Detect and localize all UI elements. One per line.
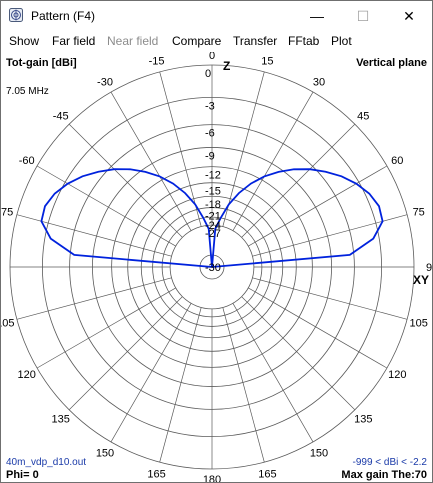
menu-far-field[interactable]: Far field <box>52 34 96 48</box>
angle-tick-label: 60 <box>391 155 403 167</box>
title-bar[interactable]: Pattern (F4) — ☐ ✕ <box>1 1 432 31</box>
grid-spoke <box>16 277 172 320</box>
grid-spoke <box>248 287 388 369</box>
ring-tick-label: -15 <box>205 186 221 198</box>
polar-grid <box>9 64 415 470</box>
pattern-lobe-right <box>211 168 384 268</box>
z-axis-label: Z <box>223 59 230 73</box>
pattern-layer <box>40 168 384 268</box>
menu-fftab[interactable]: FFtab <box>288 34 320 48</box>
angle-tick-label: 0 <box>209 52 215 62</box>
grid-spoke <box>36 165 176 247</box>
angle-tick-label: 105 <box>1 317 14 329</box>
grid-ring <box>169 224 255 310</box>
ring-tick-label: -30 <box>205 262 221 274</box>
filename-label: 40m_vdp_d10.out <box>6 457 86 468</box>
max-gain-label: Max gain The:70 <box>341 469 427 481</box>
angle-tick-label: 90 <box>426 262 432 274</box>
polar-plot-area: 0 15 30 45 60 75 90 105 120 135 150 165 180 165 150 135… <box>1 52 432 482</box>
minimize-icon[interactable]: — <box>310 8 324 24</box>
grid-spoke <box>232 91 314 231</box>
angle-tick-label: 150 <box>310 447 328 459</box>
angle-tick-label: 135 <box>52 413 70 425</box>
xy-axis-label: XY <box>413 273 429 287</box>
ring-tick-label: -9 <box>205 150 215 162</box>
angle-tick-label: 45 <box>357 111 369 123</box>
ring-tick-label: -12 <box>205 170 221 182</box>
window-title: Pattern (F4) <box>31 9 96 23</box>
angle-tick-label: -30 <box>97 77 113 89</box>
menu-compare[interactable]: Compare <box>172 34 222 48</box>
angle-tick-label: 135 <box>354 413 372 425</box>
grid-spoke <box>110 303 192 443</box>
grid-spoke <box>110 91 192 231</box>
gain-label: Tot-gain [dBi] <box>6 57 77 69</box>
menu-near-field: Near field <box>107 34 159 48</box>
menu-plot[interactable]: Plot <box>331 34 352 48</box>
grid-spoke <box>241 123 356 238</box>
angle-tick-label: 165 <box>147 469 165 481</box>
grid-spoke <box>241 296 356 411</box>
ring-tick-label: -18 <box>205 199 221 211</box>
ring-tick-label: 0 <box>205 68 211 80</box>
pattern-lobe-left <box>40 168 213 268</box>
range-label: -999 < dBi < -2.2 <box>353 457 428 468</box>
angle-tick-label: 120 <box>388 369 406 381</box>
grid-ring <box>199 254 225 280</box>
grid-spoke <box>252 214 408 257</box>
grid-spoke <box>36 287 176 369</box>
maximize-icon[interactable]: ☐ <box>356 8 370 24</box>
angle-tick-label: -75 <box>1 207 13 219</box>
grid-spoke <box>68 296 183 411</box>
angle-tick-label: 165 <box>258 469 276 481</box>
angle-tick-label: 180 <box>203 474 221 482</box>
angle-tick-label: -45 <box>53 111 69 123</box>
angle-tick-label: 120 <box>18 369 36 381</box>
grid-spoke <box>252 277 408 320</box>
ring-tick-label: -24 <box>205 220 221 232</box>
angle-tick-label: 15 <box>261 55 273 67</box>
frequency-label: 7.05 MHz <box>6 86 49 97</box>
grid-spoke <box>159 71 202 227</box>
grid-spoke <box>232 303 314 443</box>
grid-spoke <box>68 123 183 238</box>
menu-transfer[interactable]: Transfer <box>233 34 278 48</box>
menu-show[interactable]: Show <box>9 34 40 48</box>
pattern-app-icon[interactable] <box>9 8 23 22</box>
grid-spoke <box>16 214 172 257</box>
menu-bar: Show Far field Near field Compare Transf… <box>1 31 432 52</box>
angle-tick-label: -15 <box>149 55 165 67</box>
grid-spoke <box>159 307 202 463</box>
grid-spoke <box>222 307 265 463</box>
angle-tick-label: 105 <box>410 317 428 329</box>
angle-tick-label: 150 <box>96 447 114 459</box>
ring-tick-label: -6 <box>205 128 215 140</box>
angle-tick-label: 75 <box>413 207 425 219</box>
plane-label: Vertical plane <box>356 57 427 69</box>
grid-spoke <box>248 165 388 247</box>
phi-label: Phi= 0 <box>6 469 39 481</box>
ring-tick-label: -27 <box>205 228 221 240</box>
angle-tick-label: 30 <box>313 77 325 89</box>
label-layer: 0 15 30 45 60 75 90 105 120 135 150 165 180 165 150 135… <box>1 52 432 482</box>
ring-tick-label: -3 <box>205 100 215 112</box>
close-icon[interactable]: ✕ <box>403 8 415 24</box>
angle-tick-label: -60 <box>19 155 35 167</box>
ring-tick-label: -21 <box>205 211 221 223</box>
grid-spoke <box>222 71 265 227</box>
